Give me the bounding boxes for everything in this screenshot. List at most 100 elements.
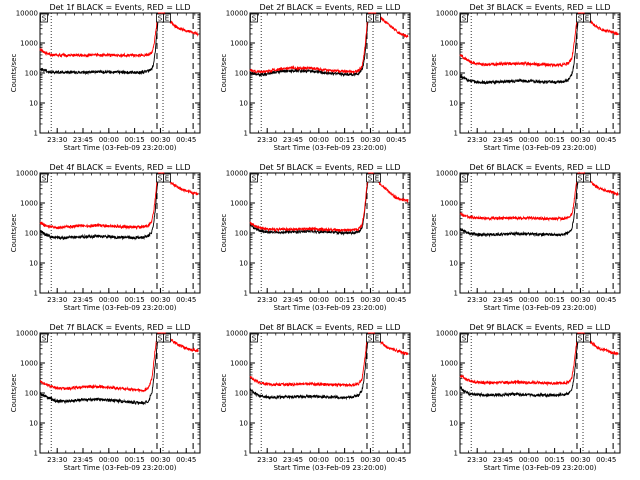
series-events xyxy=(39,172,161,241)
y-tick-label: 100 xyxy=(25,70,38,78)
end-marker-box xyxy=(373,13,381,23)
end-marker-box xyxy=(373,173,381,183)
end-marker-box xyxy=(163,173,171,183)
start-marker: S xyxy=(462,175,467,183)
x-tick-label: 00:30 xyxy=(570,136,590,144)
x-axis-label: Start Time (03-Feb-09 23:20:00) xyxy=(63,304,176,312)
y-tick-label: 100 xyxy=(235,70,248,78)
y-tick-label: 10000 xyxy=(226,170,248,178)
end-marker: E xyxy=(165,335,169,343)
x-tick-label: 23:30 xyxy=(467,296,487,304)
panel-title: Det 6f BLACK = Events, RED = LLD xyxy=(469,163,610,172)
end-marker-box xyxy=(163,333,171,343)
y-tick-label: 10000 xyxy=(226,330,248,338)
x-tick-label: 23:45 xyxy=(493,136,513,144)
y-tick-label: 10 xyxy=(239,260,248,268)
end-marker-box xyxy=(163,13,171,23)
series-events xyxy=(39,12,161,76)
panel-title: Det 7f BLACK = Events, RED = LLD xyxy=(49,323,190,332)
start-marker-box xyxy=(40,173,48,183)
x-tick-label: 00:30 xyxy=(150,136,170,144)
y-tick-label: 1 xyxy=(34,290,38,298)
x-tick-label: 00:15 xyxy=(335,136,355,144)
start-marker: S xyxy=(42,175,47,183)
series-events xyxy=(459,332,581,398)
start-marker: S xyxy=(252,15,257,23)
panel-det-8: Det 8f BLACK = Events, RED = LLD 1 10 100 10… xyxy=(220,323,411,472)
y-tick-label: 10000 xyxy=(226,10,248,18)
x-tick-label: 00:15 xyxy=(545,456,565,464)
y-tick-label: 10 xyxy=(239,420,248,428)
plot-frame xyxy=(249,332,411,454)
plot-frame xyxy=(459,12,621,134)
panel-title: Det 9f BLACK = Events, RED = LLD xyxy=(469,323,610,332)
y-tick-label: 100 xyxy=(445,70,458,78)
x-tick-label: 00:15 xyxy=(545,136,565,144)
start-marker: S xyxy=(42,15,47,23)
y-tick-label: 1000 xyxy=(20,200,38,208)
y-axis-label: Counts/sec xyxy=(220,54,228,93)
x-tick-label: 23:30 xyxy=(467,136,487,144)
start-marker-box xyxy=(40,13,48,23)
start-marker: S xyxy=(368,335,373,343)
end-marker: E xyxy=(375,15,379,23)
series-lld xyxy=(249,331,409,388)
y-tick-label: 1 xyxy=(244,130,248,138)
y-tick-label: 1000 xyxy=(230,200,248,208)
start-marker: S xyxy=(578,15,583,23)
y-tick-label: 100 xyxy=(235,390,248,398)
panel-det-7: Det 7f BLACK = Events, RED = LLD 1 10 100 10… xyxy=(10,323,201,472)
end-marker: E xyxy=(585,175,589,183)
y-tick-label: 1 xyxy=(454,290,458,298)
y-tick-label: 100 xyxy=(25,230,38,238)
series-lld xyxy=(459,171,619,222)
x-tick-label: 23:45 xyxy=(73,456,93,464)
start-marker: S xyxy=(252,335,257,343)
y-tick-label: 10000 xyxy=(436,10,458,18)
y-tick-label: 10000 xyxy=(436,170,458,178)
panel-title: Det 4f BLACK = Events, RED = LLD xyxy=(49,163,190,172)
x-tick-label: 00:30 xyxy=(360,456,380,464)
x-tick-label: 23:30 xyxy=(47,296,67,304)
y-tick-label: 1 xyxy=(34,450,38,458)
x-tick-label: 23:45 xyxy=(73,136,93,144)
x-tick-label: 00:45 xyxy=(596,136,616,144)
x-tick-label: 00:45 xyxy=(176,296,196,304)
start-marker: S xyxy=(578,335,583,343)
y-tick-label: 1000 xyxy=(230,40,248,48)
panel-det-2: Det 2f BLACK = Events, RED = LLD 1 10 100 10… xyxy=(220,3,411,152)
x-tick-label: 00:15 xyxy=(125,456,145,464)
x-tick-label: 00:30 xyxy=(150,456,170,464)
end-marker-box xyxy=(373,333,381,343)
x-tick-label: 00:45 xyxy=(176,136,196,144)
x-axis-label: Start Time (03-Feb-09 23:20:00) xyxy=(483,304,596,312)
y-tick-label: 100 xyxy=(445,230,458,238)
start-marker-box xyxy=(460,333,468,343)
x-axis-label: Start Time (03-Feb-09 23:20:00) xyxy=(273,464,386,472)
start-marker: S xyxy=(578,175,583,183)
x-tick-label: 23:45 xyxy=(73,296,93,304)
start-marker: S xyxy=(158,335,163,343)
x-tick-label: 00:45 xyxy=(386,296,406,304)
x-tick-label: 00:30 xyxy=(570,296,590,304)
panel-det-3: Det 3f BLACK = Events, RED = LLD 1 10 100 10… xyxy=(430,3,621,152)
x-axis-label: Start Time (03-Feb-09 23:20:00) xyxy=(63,464,176,472)
start-marker: S xyxy=(252,175,257,183)
x-axis-label: Start Time (03-Feb-09 23:20:00) xyxy=(273,144,386,152)
x-tick-label: 23:45 xyxy=(493,456,513,464)
y-tick-label: 10 xyxy=(239,100,248,108)
y-tick-label: 10 xyxy=(29,100,38,108)
x-tick-label: 00:45 xyxy=(386,456,406,464)
x-tick-label: 23:45 xyxy=(283,136,303,144)
x-tick-label: 23:30 xyxy=(257,136,277,144)
y-tick-label: 1 xyxy=(34,130,38,138)
y-tick-label: 1000 xyxy=(20,360,38,368)
start-marker-box xyxy=(250,333,258,343)
x-tick-label: 00:15 xyxy=(125,296,145,304)
y-axis-label: Counts/sec xyxy=(220,214,228,253)
x-tick-label: 00:00 xyxy=(519,456,539,464)
y-tick-label: 10 xyxy=(449,260,458,268)
start-marker: S xyxy=(368,175,373,183)
x-axis-label: Start Time (03-Feb-09 23:20:00) xyxy=(273,304,386,312)
